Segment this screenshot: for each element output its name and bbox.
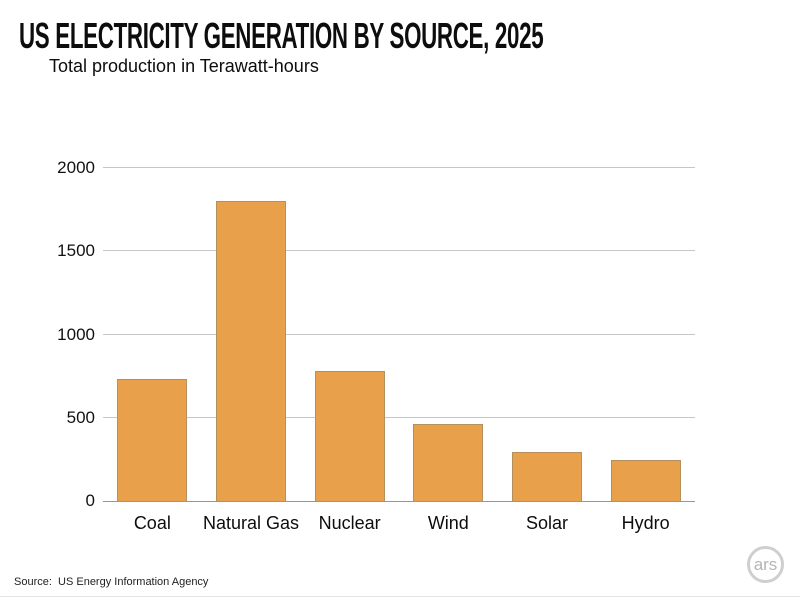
bar-hydro: [611, 460, 681, 501]
bar-natural-gas: [216, 201, 286, 501]
x-axis-label-coal: Coal: [133, 513, 171, 533]
gridline-500: [103, 416, 695, 418]
x-axis-label-natural-gas: Natural Gas: [202, 513, 299, 533]
y-axis-tick-label-1500: 1500: [57, 241, 95, 261]
plot-area: 2000 1500 1000 500 0 Coal Natural Gas Nuclear Wi…: [57, 158, 695, 533]
gridline-1500: [103, 250, 695, 252]
ars-logo: ars: [747, 546, 784, 583]
bar-solar: [512, 452, 582, 501]
y-axis-tick-label-0: 0: [85, 491, 95, 510]
chart-subtitle: Total production in Terawatt-hours: [49, 56, 319, 76]
source-note: Source: US Energy Information Agency: [14, 576, 209, 588]
bar-nuclear: [315, 371, 385, 501]
y-axis-tick-label-2000: 2000: [57, 158, 95, 177]
x-axis-label-nuclear: Nuclear: [318, 513, 381, 533]
x-axis-label-solar: Solar: [525, 513, 568, 533]
chart-title: US ELECTRICITY GENERATION BY SOURCE, 202…: [19, 15, 544, 56]
x-axis-line: [103, 501, 695, 502]
x-axis-label-hydro: Hydro: [621, 513, 670, 533]
y-axis-tick-label-500: 500: [66, 407, 95, 427]
gridline-1000: [103, 333, 695, 335]
bar-wind: [413, 424, 483, 501]
ars-logo-text: ars: [753, 554, 778, 574]
y-axis-tick-label-1000: 1000: [57, 324, 95, 344]
bottom-divider: [0, 596, 800, 597]
gridline-2000: [103, 167, 695, 168]
bar-coal: [117, 379, 187, 501]
x-axis-label-wind: Wind: [427, 513, 469, 533]
